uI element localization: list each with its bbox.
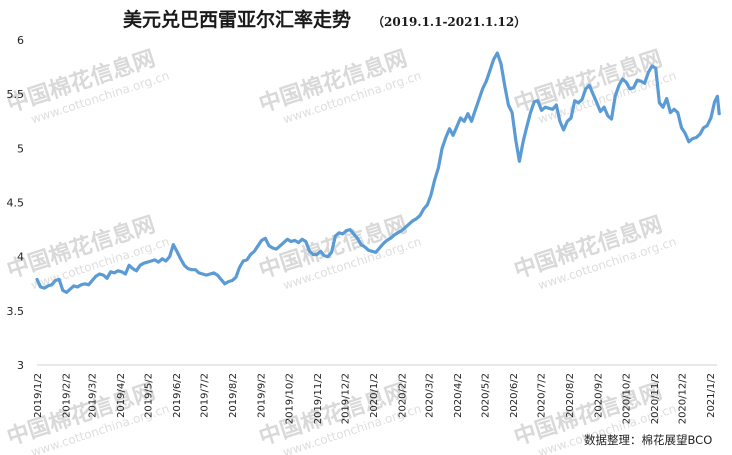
x-tick-label: 2020/8/2 bbox=[565, 373, 576, 418]
series-line-0 bbox=[35, 51, 721, 294]
x-tick-label: 2021/1/2 bbox=[706, 373, 717, 418]
chart-subtitle: （2019.1.1-2021.1.12） bbox=[372, 14, 526, 29]
x-tick-label: 2019/9/2 bbox=[257, 373, 268, 418]
y-tick-label: 4 bbox=[17, 251, 24, 264]
x-tick-label: 2020/1/2 bbox=[369, 373, 380, 418]
y-tick-label: 5.5 bbox=[7, 88, 25, 101]
source-note: 数据整理：棉花展望BCO bbox=[584, 433, 712, 447]
x-tick-label: 2019/7/2 bbox=[200, 373, 211, 418]
x-tick-label: 2019/6/2 bbox=[172, 373, 183, 418]
x-tick-label: 2020/6/2 bbox=[509, 373, 520, 418]
y-tick-label: 3 bbox=[17, 359, 24, 372]
y-tick-label: 3.5 bbox=[7, 305, 25, 318]
chart-title: 美元兑巴西雷亚尔汇率走势 bbox=[123, 8, 351, 31]
x-tick-label: 2019/1/2 bbox=[33, 373, 44, 418]
x-tick-label: 2020/2/2 bbox=[398, 373, 409, 418]
x-tick-label: 2020/4/2 bbox=[453, 373, 464, 418]
y-tick-label: 5 bbox=[17, 142, 24, 155]
x-tick-label: 2019/12/2 bbox=[340, 373, 351, 424]
y-axis: 3 3.5 4 4.5 5 5.5 6 bbox=[7, 34, 25, 372]
x-tick-label: 2019/2/2 bbox=[62, 373, 73, 418]
x-axis: 2019/1/2 2019/2/2 2019/3/2 2019/4/2 2019/5/2… bbox=[33, 364, 717, 424]
y-tick-label: 6 bbox=[17, 34, 24, 47]
x-tick-label: 2019/3/2 bbox=[87, 373, 98, 418]
x-tick-label: 2019/5/2 bbox=[143, 373, 154, 418]
x-tick-label: 2020/10/2 bbox=[621, 373, 632, 424]
x-tick-label: 2020/11/2 bbox=[650, 373, 661, 424]
x-tick-label: 2020/3/2 bbox=[424, 373, 435, 418]
x-tick-label: 2020/12/2 bbox=[677, 373, 688, 424]
x-tick-label: 2019/11/2 bbox=[313, 373, 324, 424]
x-tick-label: 2020/9/2 bbox=[594, 373, 605, 418]
x-tick-label: 2019/10/2 bbox=[284, 373, 295, 424]
series-layer bbox=[35, 51, 721, 294]
y-tick-label: 4.5 bbox=[7, 197, 25, 210]
x-tick-label: 2020/7/2 bbox=[537, 373, 548, 418]
x-tick-label: 2019/8/2 bbox=[228, 373, 239, 418]
x-tick-label: 2019/4/2 bbox=[116, 373, 127, 418]
x-tick-label: 2020/5/2 bbox=[480, 373, 491, 418]
